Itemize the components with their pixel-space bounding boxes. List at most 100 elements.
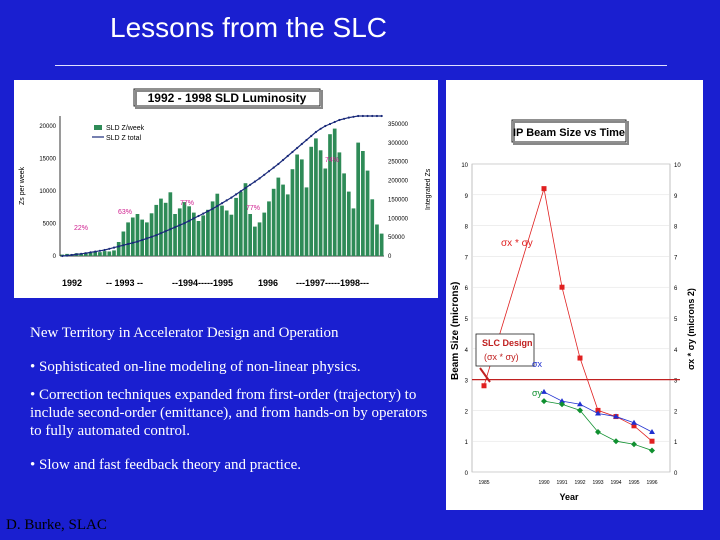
- weekly-bar: [215, 193, 220, 256]
- y-tick-label: 15000: [39, 157, 56, 163]
- luminosity-y2-ticks: 350000 300000 250000 200000 150000 100000 5000…: [388, 122, 409, 260]
- x-tick-label: 1991: [556, 480, 567, 486]
- cumulative-point: [352, 115, 355, 118]
- cumulative-point: [103, 248, 106, 252]
- weekly-bar: [238, 191, 243, 256]
- percent-label: 74%: [325, 157, 339, 164]
- cumulative-point: [89, 251, 92, 254]
- series-line: [483, 188, 653, 442]
- y-tick-label: 0: [465, 471, 469, 477]
- cumulative-point: [324, 124, 327, 128]
- weekly-bar: [206, 209, 210, 256]
- weekly-bar: [262, 212, 267, 256]
- weekly-bar: [346, 191, 351, 256]
- sx-point: [541, 388, 547, 394]
- weekly-bar: [135, 214, 140, 256]
- beam-series: [481, 186, 655, 454]
- weekly-bar: [173, 214, 177, 256]
- weekly-bar: [191, 212, 196, 256]
- y-tick-label: 0: [53, 254, 57, 260]
- cumulative-point: [183, 222, 186, 225]
- cumulative-z-points: [61, 114, 383, 258]
- cumulative-point: [169, 228, 172, 231]
- weekly-bar: [290, 169, 295, 256]
- cumulative-point: [164, 230, 167, 233]
- cumulative-point: [65, 254, 69, 257]
- weekly-bar: [140, 219, 145, 256]
- cumulative-point: [61, 254, 64, 258]
- x-tick-label: 1994: [610, 480, 621, 486]
- cumulative-point: [178, 224, 181, 227]
- weekly-bar: [351, 208, 356, 256]
- cumulative-point: [267, 170, 271, 173]
- weekly-bar: [314, 138, 318, 256]
- bullet-feedback: • Slow and fast feedback theory and prac…: [30, 457, 301, 473]
- weekly-bar: [379, 233, 384, 256]
- cumulative-point: [206, 210, 210, 213]
- y2-tick-label: 5: [674, 317, 678, 323]
- sx-point: [649, 428, 655, 434]
- weekly-bar: [121, 231, 126, 256]
- luminosity-y2label: Integrated Zs: [425, 168, 432, 210]
- weekly-bar: [234, 197, 238, 256]
- y2-tick-label: 200000: [388, 179, 409, 185]
- luminosity-legend: SLD Z/week SLD Z total: [92, 125, 145, 142]
- cumulative-point: [225, 199, 228, 202]
- cumulative-point: [202, 212, 205, 215]
- y-tick-label: 5: [465, 317, 469, 323]
- y-tick-label: 7: [465, 255, 469, 261]
- weekly-bar: [102, 251, 107, 256]
- bullet-modeling: • Sophisticated on-line modeling of non-…: [30, 359, 361, 375]
- y-tick-label: 3: [465, 379, 469, 385]
- percent-label: 22%: [74, 225, 88, 232]
- cumulative-point: [70, 253, 73, 257]
- weekly-bar: [229, 214, 234, 256]
- luminosity-chart: 1992 - 1998 SLD Luminosity Zs per week I…: [19, 88, 432, 288]
- y2-tick-label: 150000: [388, 197, 409, 203]
- sy-point: [541, 398, 547, 405]
- cumulative-point: [192, 217, 195, 220]
- cumulative-point: [371, 114, 374, 118]
- beam-x-ticks: 1985 1990 1991 1992 1993 1994 1995 1996: [478, 480, 657, 486]
- year-label: ---1997-----1998---: [296, 278, 369, 288]
- y2-tick-label: 6: [674, 286, 678, 292]
- weekly-bar: [370, 199, 375, 256]
- cumulative-point: [75, 253, 78, 256]
- weekly-bar: [182, 202, 187, 256]
- weekly-bar: [130, 217, 135, 256]
- cumulative-point: [296, 146, 299, 150]
- cumulative-point: [155, 234, 158, 237]
- cumulative-point: [188, 219, 191, 222]
- year-label: 1996: [258, 278, 278, 288]
- luminosity-chart-panel: 1992 - 1998 SLD Luminosity Zs per week I…: [14, 80, 438, 298]
- beam-title: IP Beam Size vs Time: [513, 127, 625, 139]
- sxsy-point: [481, 383, 487, 389]
- x-tick-label: 1990: [538, 480, 549, 486]
- luminosity-y-ticks: 20000 15000 10000 5000 0: [39, 124, 56, 260]
- y2-tick-label: 7: [674, 255, 678, 261]
- cumulative-point: [220, 202, 224, 205]
- cumulative-point: [342, 117, 346, 120]
- cumulative-point: [244, 186, 247, 190]
- cumulative-point: [98, 249, 102, 252]
- y-tick-label: 9: [465, 194, 469, 200]
- y-tick-label: 6: [465, 286, 469, 292]
- cumulative-point: [286, 154, 289, 158]
- luminosity-title: 1992 - 1998 SLD Luminosity: [148, 91, 307, 105]
- sx-point: [631, 419, 637, 425]
- weekly-bar: [149, 213, 154, 256]
- y2-tick-label: 3: [674, 379, 678, 385]
- weekly-bar: [98, 252, 102, 256]
- cumulative-point: [314, 130, 318, 134]
- weekly-bar: [163, 202, 168, 256]
- weekly-bar: [201, 215, 206, 256]
- legend-total: SLD Z total: [106, 135, 141, 142]
- x-tick-label: 1985: [478, 480, 489, 486]
- beam-size-chart-panel: IP Beam Size vs Time Beam Size (microns)…: [446, 80, 703, 510]
- cumulative-point: [112, 246, 116, 249]
- weekly-bar: [285, 194, 290, 256]
- y2-tick-label: 10: [674, 163, 681, 169]
- y-tick-label: 10000: [39, 189, 56, 195]
